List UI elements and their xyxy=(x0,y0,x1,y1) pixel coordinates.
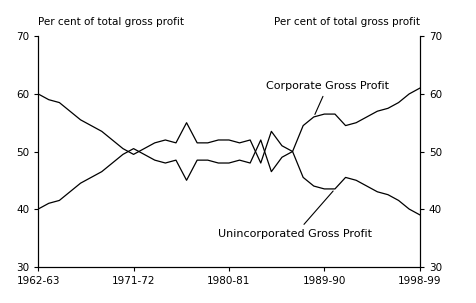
Text: Corporate Gross Profit: Corporate Gross Profit xyxy=(266,81,388,115)
Text: Unincorporated Gross Profit: Unincorporated Gross Profit xyxy=(218,191,372,239)
Text: Per cent of total gross profit: Per cent of total gross profit xyxy=(273,17,419,27)
Text: Per cent of total gross profit: Per cent of total gross profit xyxy=(38,17,184,27)
